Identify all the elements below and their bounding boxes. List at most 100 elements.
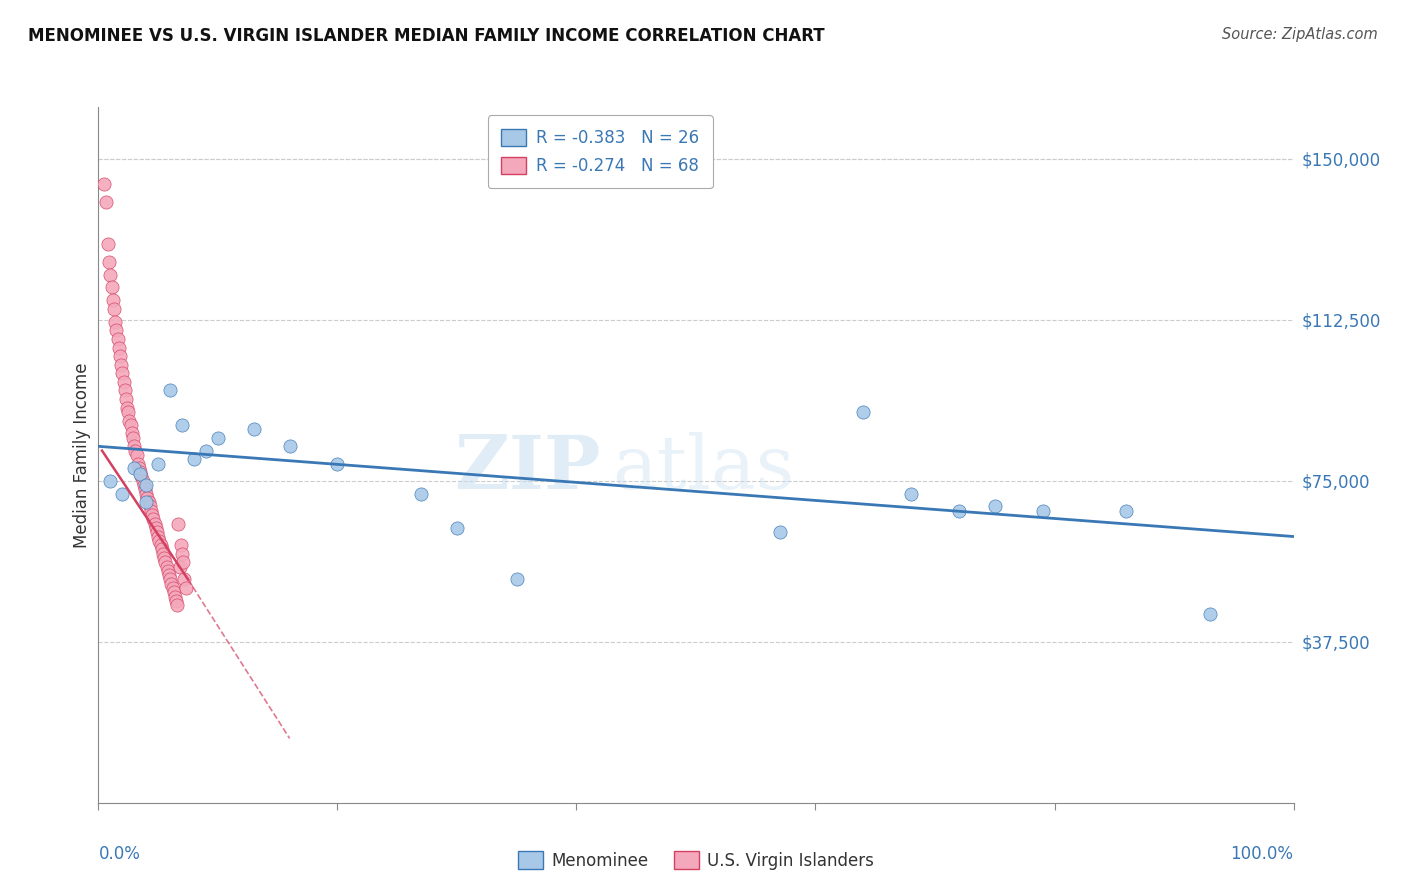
- Point: [243, 422, 266, 436]
- Point: [135, 486, 157, 500]
- Point: [115, 401, 138, 415]
- Point: [124, 460, 146, 475]
- Point: [103, 301, 125, 316]
- Point: [141, 508, 163, 522]
- Point: [150, 542, 173, 557]
- Text: Source: ZipAtlas.com: Source: ZipAtlas.com: [1222, 27, 1378, 42]
- Point: [174, 581, 197, 595]
- Point: [105, 323, 128, 337]
- Point: [170, 538, 193, 552]
- Text: 0.0%: 0.0%: [98, 845, 141, 863]
- Point: [166, 599, 188, 613]
- Point: [124, 439, 146, 453]
- Point: [163, 590, 186, 604]
- Point: [506, 573, 529, 587]
- Point: [152, 547, 174, 561]
- Point: [948, 504, 970, 518]
- Point: [1198, 607, 1220, 621]
- Point: [112, 375, 135, 389]
- Point: [129, 467, 152, 482]
- Point: [169, 559, 191, 574]
- Point: [125, 448, 148, 462]
- Point: [108, 349, 131, 363]
- Point: [110, 358, 132, 372]
- Point: [163, 585, 186, 599]
- Legend: Menominee, U.S. Virgin Islanders: Menominee, U.S. Virgin Islanders: [510, 843, 882, 878]
- Point: [132, 478, 155, 492]
- Point: [120, 417, 142, 432]
- Point: [183, 452, 205, 467]
- Point: [157, 568, 180, 582]
- Point: [111, 486, 134, 500]
- Point: [117, 405, 139, 419]
- Point: [194, 443, 218, 458]
- Y-axis label: Median Family Income: Median Family Income: [73, 362, 91, 548]
- Point: [411, 486, 433, 500]
- Point: [143, 516, 166, 531]
- Point: [98, 254, 121, 268]
- Point: [111, 367, 134, 381]
- Point: [107, 341, 129, 355]
- Point: [98, 474, 122, 488]
- Point: [278, 439, 301, 453]
- Point: [162, 581, 184, 595]
- Point: [135, 478, 157, 492]
- Point: [142, 512, 165, 526]
- Text: MENOMINEE VS U.S. VIRGIN ISLANDER MEDIAN FAMILY INCOME CORRELATION CHART: MENOMINEE VS U.S. VIRGIN ISLANDER MEDIAN…: [28, 27, 825, 45]
- Point: [93, 178, 115, 192]
- Point: [900, 486, 922, 500]
- Point: [101, 293, 124, 308]
- Point: [98, 268, 122, 282]
- Point: [135, 495, 157, 509]
- Point: [153, 551, 176, 566]
- Point: [148, 533, 170, 548]
- Point: [121, 426, 143, 441]
- Point: [104, 315, 127, 329]
- Point: [173, 573, 195, 587]
- Point: [114, 384, 136, 398]
- Point: [172, 547, 194, 561]
- Point: [134, 483, 156, 497]
- Point: [167, 516, 190, 531]
- Point: [131, 469, 153, 483]
- Point: [984, 500, 1007, 514]
- Point: [160, 576, 183, 591]
- Point: [115, 392, 138, 406]
- Text: ZIP: ZIP: [454, 433, 600, 506]
- Point: [159, 384, 181, 398]
- Point: [107, 332, 129, 346]
- Point: [128, 460, 150, 475]
- Point: [124, 443, 146, 458]
- Point: [852, 405, 875, 419]
- Point: [139, 504, 162, 518]
- Point: [446, 521, 468, 535]
- Text: 100.0%: 100.0%: [1230, 845, 1294, 863]
- Point: [122, 431, 145, 445]
- Point: [136, 491, 159, 505]
- Point: [145, 521, 167, 535]
- Point: [148, 529, 170, 543]
- Point: [326, 457, 349, 471]
- Text: atlas: atlas: [613, 433, 794, 506]
- Point: [768, 525, 790, 540]
- Point: [207, 431, 229, 445]
- Point: [129, 465, 152, 479]
- Point: [100, 280, 122, 294]
- Point: [148, 457, 170, 471]
- Point: [155, 555, 177, 569]
- Point: [139, 500, 162, 514]
- Point: [1032, 504, 1054, 518]
- Point: [149, 538, 172, 552]
- Point: [156, 564, 179, 578]
- Point: [127, 457, 149, 471]
- Point: [118, 413, 141, 427]
- Point: [138, 495, 160, 509]
- Point: [155, 559, 177, 574]
- Point: [1115, 504, 1137, 518]
- Point: [146, 525, 169, 540]
- Point: [94, 194, 117, 209]
- Point: [131, 474, 153, 488]
- Point: [172, 555, 194, 569]
- Point: [172, 417, 194, 432]
- Point: [165, 594, 187, 608]
